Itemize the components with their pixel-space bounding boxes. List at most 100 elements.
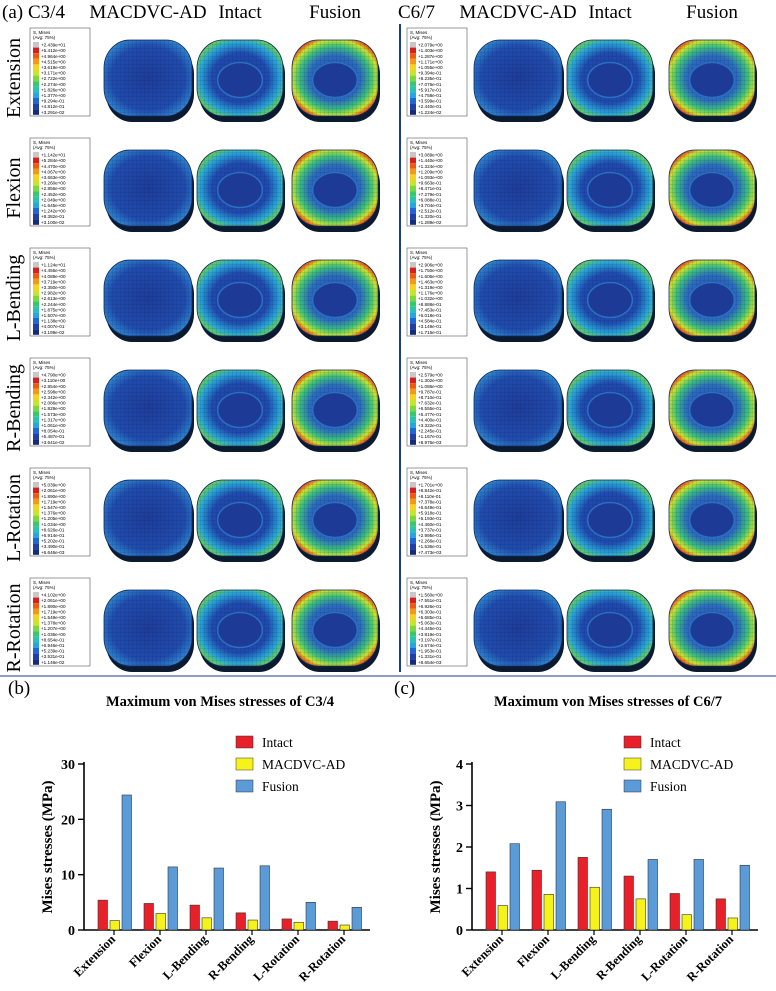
svg-text:+2.579e+00: +2.579e+00 [418, 373, 443, 378]
svg-text:+4.964e+00: +4.964e+00 [41, 54, 66, 59]
y-tick-label: 10 [61, 869, 75, 884]
svg-text:+6.646e-03: +6.646e-03 [41, 550, 65, 555]
svg-text:+1.377e+00: +1.377e+00 [41, 93, 66, 98]
row-label-l-bending: L-Bending [3, 255, 25, 342]
x-tick-label: R-Bending [205, 932, 256, 983]
svg-text:+6.303e-01: +6.303e-01 [418, 609, 442, 614]
svg-text:+6.555e-01: +6.555e-01 [418, 406, 442, 411]
svg-text:+1.547e+00: +1.547e+00 [41, 505, 66, 510]
svg-text:+4.758e-01: +4.758e-01 [418, 93, 442, 98]
disc-contour-c67-l-bending-macdvc-ad [473, 259, 564, 342]
svg-text:+5.202e-01: +5.202e-01 [41, 539, 65, 544]
svg-text:+3.619e+00: +3.619e+00 [41, 65, 66, 70]
svg-text:+1.376e+00: +1.376e+00 [41, 511, 66, 516]
contour-legend-c34-r-bending: S, Mises(Avg: 75%)+4.790e+00+3.110e+00+2… [29, 357, 91, 447]
x-tick-label: L-Rotation [638, 932, 690, 984]
disc-contour-c34-flexion-fusion [291, 149, 380, 232]
svg-text:+8.888e-01: +8.888e-01 [418, 302, 442, 307]
svg-text:+3.110e+00: +3.110e+00 [41, 378, 66, 383]
row-label-r-rotation: R-Rotation [3, 584, 25, 673]
svg-text:+7.551e-01: +7.551e-01 [418, 598, 442, 603]
svg-text:+7.378e-01: +7.378e-01 [418, 499, 442, 504]
x-tick-label: R-Bending [593, 932, 644, 983]
disc-contour-c34-extension-intact [196, 39, 285, 122]
disc-contour-c34-l-bending-macdvc-ad [103, 259, 194, 342]
bar-intact-r-bending [623, 875, 634, 931]
svg-text:+3.322e-01: +3.322e-01 [418, 423, 442, 428]
disc-contour-c67-extension-fusion [668, 39, 757, 122]
svg-text:+4.584e-01: +4.584e-01 [418, 319, 442, 324]
svg-text:+3.663e+00: +3.663e+00 [41, 175, 66, 180]
x-tick-label: Flexion [126, 932, 164, 970]
svg-text:+6.946e-01: +6.946e-01 [41, 643, 65, 648]
disc-contour-c34-extension-macdvc-ad [103, 39, 194, 122]
svg-text:+2.856e+00: +2.856e+00 [41, 186, 66, 191]
bar-macdvc-ad-r-rotation [339, 924, 350, 931]
svg-text:+4.102e+00: +4.102e+00 [41, 593, 66, 598]
svg-text:+2.613e+00: +2.613e+00 [41, 296, 66, 301]
svg-text:+1.171e+00: +1.171e+00 [418, 59, 443, 64]
svg-text:+1.036e+00: +1.036e+00 [41, 632, 66, 637]
contour-legend-c34-r-rotation: S, Mises(Avg: 75%)+4.102e+00+2.061e+00+1… [29, 577, 91, 667]
svg-text:+1.302e+00: +1.302e+00 [418, 378, 443, 383]
bar-intact-l-rotation [669, 893, 680, 931]
svg-text:+4.515e+00: +4.515e+00 [41, 59, 66, 64]
svg-text:+8.054e-01: +8.054e-01 [41, 429, 65, 434]
svg-text:+1.536e-01: +1.536e-01 [418, 544, 442, 549]
svg-text:+9.294e-01: +9.294e-01 [41, 99, 65, 104]
chart-c34-max-stress: (b) Maximum von Mises stresses of C3/4 0 10… [8, 678, 370, 984]
disc-contour-c67-r-bending-macdvc-ad [473, 369, 564, 452]
panel-label: (b) [8, 678, 30, 699]
svg-text:+1.032e+00: +1.032e+00 [418, 296, 443, 301]
svg-text:+2.995e-01: +2.995e-01 [418, 533, 442, 538]
bar-macdvc-ad-extension [109, 920, 120, 931]
svg-text:+5.239e-01: +5.239e-01 [41, 649, 65, 654]
disc-contour-c67-extension-macdvc-ad [473, 39, 564, 122]
row-label-l-rotation: L-Rotation [3, 474, 25, 562]
svg-text:+7.453e-01: +7.453e-01 [418, 307, 442, 312]
y-tick-label: 30 [61, 758, 75, 773]
x-tick-label: Flexion [514, 932, 552, 970]
svg-text:+1.875e+00: +1.875e+00 [41, 307, 66, 312]
x-tick-label: L-Bending [548, 932, 599, 983]
x-tick-label: L-Rotation [250, 932, 302, 984]
svg-text:(Avg: 75%): (Avg: 75%) [410, 475, 433, 480]
chart-title: Maximum von Mises stresses of C3/4 [106, 694, 334, 710]
svg-text:+1.142e+01: +1.142e+01 [41, 153, 66, 158]
disc-contour-c67-flexion-macdvc-ad [473, 149, 564, 232]
svg-text:+7.076e-01: +7.076e-01 [418, 82, 442, 87]
svg-text:S, Mises: S, Mises [410, 250, 428, 255]
svg-text:S, Mises: S, Mises [410, 470, 428, 475]
row-label-r-bending: R-Bending [3, 364, 25, 452]
svg-text:+3.199e-02: +3.199e-02 [41, 330, 65, 335]
bar-fusion-l-bending [213, 867, 224, 931]
panel-label: (c) [394, 678, 415, 699]
svg-text:+5.917e-01: +5.917e-01 [418, 87, 442, 92]
legend-label-intact: Intact [650, 735, 681, 750]
svg-text:+2.049e+00: +2.049e+00 [41, 197, 66, 202]
disc-contour-c34-flexion-intact [196, 149, 285, 232]
svg-text:+1.034e+00: +1.034e+00 [41, 522, 66, 527]
disc-contour-c67-l-rotation-macdvc-ad [473, 479, 564, 562]
svg-text:+1.606e+00: +1.606e+00 [418, 274, 443, 279]
svg-text:+3.490e-01: +3.490e-01 [41, 544, 65, 549]
legend-label-fusion: Fusion [262, 779, 299, 794]
legend-label-fusion: Fusion [650, 779, 687, 794]
legend-swatch-intact [623, 735, 642, 749]
svg-text:+3.531e-01: +3.531e-01 [41, 654, 65, 659]
svg-text:+4.089e+00: +4.089e+00 [41, 274, 66, 279]
svg-text:+8.626e-01: +8.626e-01 [41, 527, 65, 532]
bar-fusion-r-bending [647, 859, 658, 931]
contour-legend-c67-l-bending: S, Mises(Avg: 75%)+2.906e+00+1.750e+00+1… [406, 247, 468, 337]
y-tick-label: 20 [61, 813, 75, 828]
segment-label-c67: C6/7 [398, 2, 435, 23]
bar-fusion-r-rotation [351, 907, 362, 931]
legend-swatch-fusion [235, 779, 254, 793]
svg-text:+1.645e+00: +1.645e+00 [41, 203, 66, 208]
svg-text:+1.507e+00: +1.507e+00 [41, 313, 66, 318]
svg-text:+1.317e+00: +1.317e+00 [41, 417, 66, 422]
svg-text:+9.394e-01: +9.394e-01 [418, 71, 442, 76]
bar-macdvc-ad-l-rotation [293, 921, 304, 931]
svg-text:+4.067e+00: +4.067e+00 [41, 169, 66, 174]
legend-label-macdvc-ad: MACDVC-AD [262, 757, 346, 772]
